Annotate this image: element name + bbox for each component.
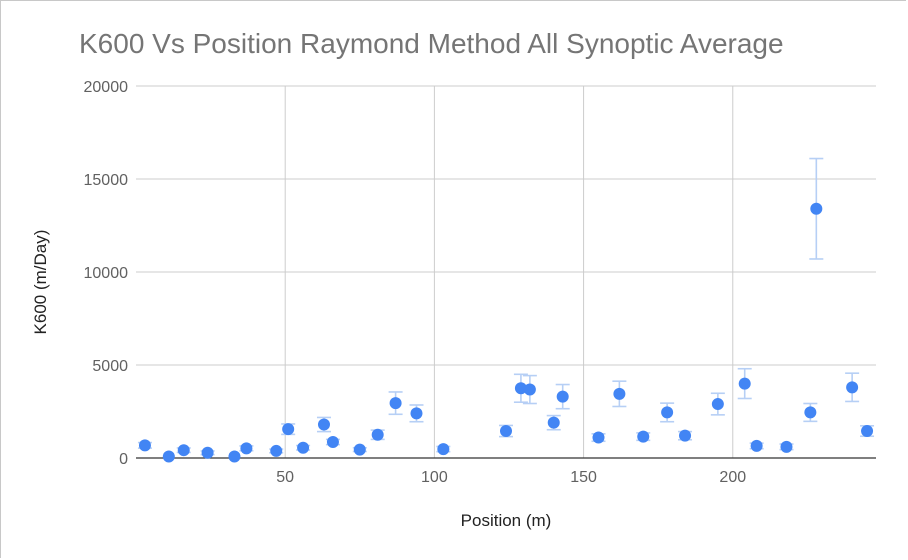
x-axis-label: Position (m) [461, 511, 552, 530]
data-point[interactable] [592, 431, 605, 444]
y-gridlines [136, 85, 876, 366]
y-tick-labels: 0 5000 10000 15000 20000 [84, 79, 129, 468]
y-tick-label: 20000 [84, 79, 129, 96]
x-tick-label: 200 [719, 469, 746, 486]
data-point[interactable] [780, 440, 793, 453]
chart-frame-left [0, 0, 1, 558]
x-tick-label: 50 [276, 469, 294, 486]
data-point[interactable] [711, 398, 724, 411]
data-point[interactable] [637, 430, 650, 443]
y-tick-label: 10000 [84, 265, 129, 282]
data-point[interactable] [201, 446, 214, 459]
data-point[interactable] [750, 439, 763, 452]
data-points [138, 202, 874, 463]
chart-frame-top [0, 0, 906, 1]
x-tick-label: 100 [421, 469, 448, 486]
data-point[interactable] [371, 428, 384, 441]
data-point[interactable] [353, 443, 366, 456]
data-point[interactable] [228, 450, 241, 463]
data-point[interactable] [556, 390, 569, 403]
data-point[interactable] [547, 416, 560, 429]
data-point[interactable] [738, 377, 751, 390]
data-point[interactable] [861, 425, 874, 438]
data-point[interactable] [523, 383, 536, 396]
y-tick-label: 15000 [84, 172, 129, 189]
data-point[interactable] [317, 418, 330, 431]
data-point[interactable] [613, 387, 626, 400]
data-point[interactable] [282, 423, 295, 436]
data-point[interactable] [297, 441, 310, 454]
data-point[interactable] [804, 406, 817, 419]
data-point[interactable] [410, 407, 423, 420]
data-point[interactable] [679, 429, 692, 442]
data-point[interactable] [389, 397, 402, 410]
data-point[interactable] [326, 436, 339, 449]
x-tick-label: 150 [570, 469, 597, 486]
data-point[interactable] [270, 444, 283, 457]
data-point[interactable] [240, 442, 253, 455]
y-axis-label: K600 (m/Day) [31, 230, 50, 335]
chart-title: K600 Vs Position Raymond Method All Syno… [79, 28, 784, 59]
y-tick-label: 0 [119, 451, 128, 468]
data-point[interactable] [138, 439, 151, 452]
data-point[interactable] [810, 202, 823, 215]
x-gridlines [284, 86, 734, 458]
data-point[interactable] [177, 444, 190, 457]
x-tick-labels: 50 100 150 200 [276, 469, 746, 486]
error-bars [137, 157, 875, 456]
data-point[interactable] [500, 425, 512, 438]
data-point[interactable] [661, 406, 674, 419]
data-point[interactable] [514, 382, 527, 395]
data-point[interactable] [846, 381, 859, 394]
y-tick-label: 5000 [92, 358, 128, 375]
data-point[interactable] [162, 450, 175, 463]
data-point[interactable] [437, 443, 450, 456]
